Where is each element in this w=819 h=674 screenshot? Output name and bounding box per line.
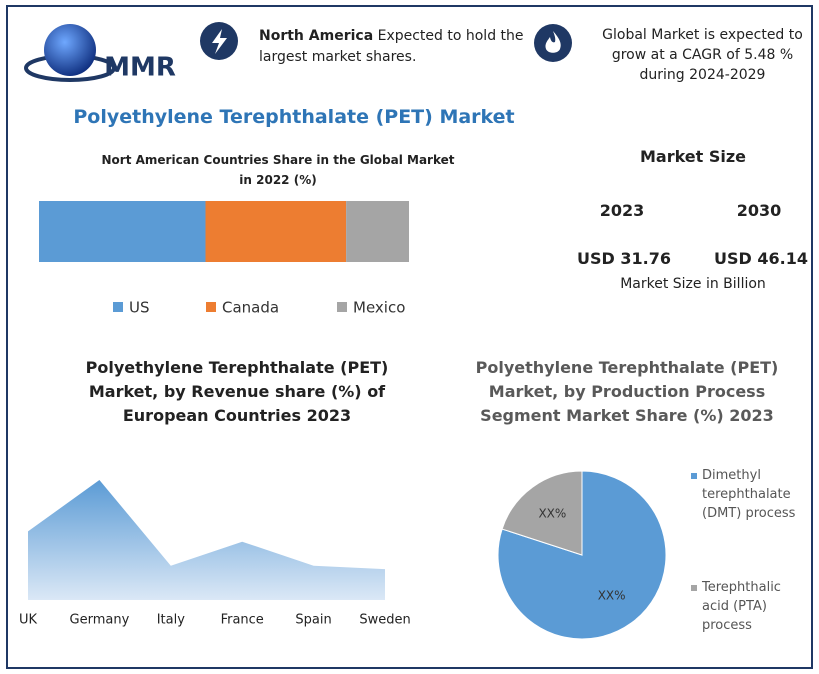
legend-label: Mexico <box>353 299 405 317</box>
legend-label: Terephthalic acid (PTA) process <box>702 580 781 633</box>
slice-label: XX% <box>598 588 626 602</box>
area-chart-title: Polyethylene Terephthalate (PET) Market,… <box>85 358 389 425</box>
area <box>28 480 385 600</box>
legend-swatch <box>691 473 697 479</box>
highlight-bold: North America <box>259 28 374 44</box>
bar-segment <box>205 201 347 262</box>
x-tick-label: UK <box>19 613 38 628</box>
legend-label: US <box>129 299 150 317</box>
year: 2023 <box>599 201 645 220</box>
x-tick-label: France <box>221 613 264 628</box>
bolt-glyph <box>212 29 227 54</box>
bar-segment <box>39 201 206 262</box>
market-size-title: Market Size <box>639 147 747 166</box>
flame-glyph <box>545 31 561 53</box>
slice-label: XX% <box>538 507 566 521</box>
market-value: USD 46.14 <box>714 249 808 268</box>
x-tick-label: Sweden <box>359 613 410 628</box>
logo-text: MMR <box>104 53 176 83</box>
pie-chart-title: Polyethylene Terephthalate (PET) Market,… <box>475 358 779 425</box>
bar-chart-title: Nort American Countries Share in the Glo… <box>101 153 455 187</box>
market-value: USD 31.76 <box>577 249 671 268</box>
highlight: North America Expected to hold the large… <box>259 26 524 68</box>
legend-label: Dimethyl terephthalate (DMT) process <box>702 468 796 521</box>
frame <box>6 5 813 669</box>
legend-label: Canada <box>222 299 279 317</box>
x-tick-label: Germany <box>70 613 130 628</box>
legend-swatch <box>691 585 697 591</box>
bar-segment <box>346 201 409 262</box>
market-size-note: Market Size in Billion <box>620 276 766 292</box>
legend-swatch <box>113 302 123 312</box>
x-tick-label: Italy <box>157 613 186 628</box>
logo-globe <box>44 24 96 76</box>
year: 2030 <box>736 201 782 220</box>
legend-swatch <box>206 302 216 312</box>
main-title: Polyethylene Terephthalate (PET) Market <box>73 106 515 128</box>
highlight-text: Expected to hold the largest market shar… <box>259 28 524 65</box>
cagr-note: Global Market is expected to grow at a C… <box>602 27 803 83</box>
x-tick-label: Spain <box>295 613 331 628</box>
legend-swatch <box>337 302 347 312</box>
pie-slice <box>501 470 583 556</box>
